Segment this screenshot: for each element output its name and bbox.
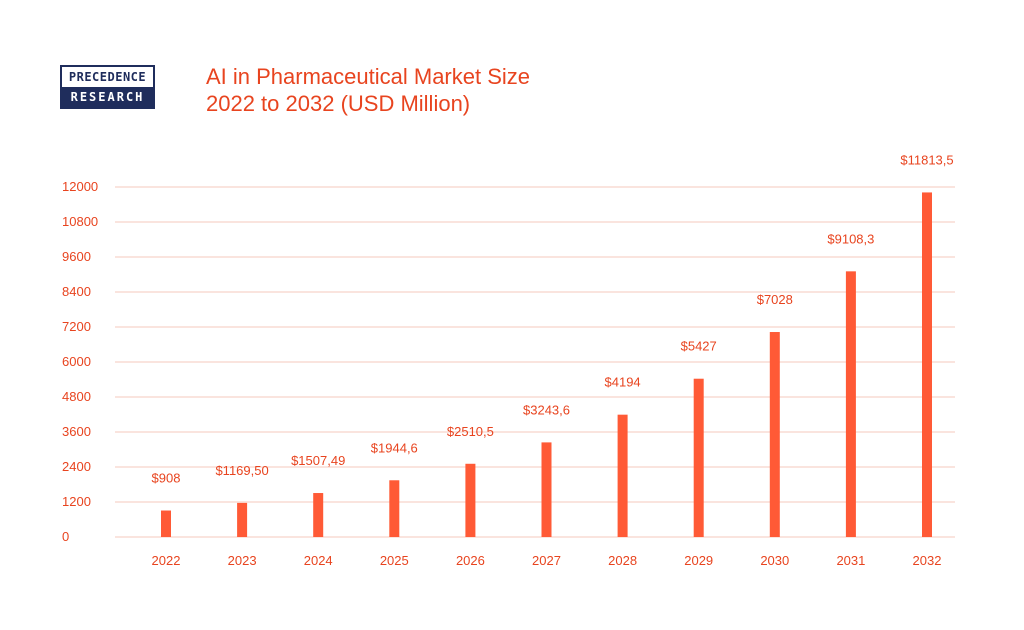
value-label: $7028 [757,292,793,307]
x-tick-label: 2025 [380,553,409,568]
value-label: $1169,50 [215,463,268,478]
x-tick-label: 2030 [760,553,789,568]
chart-title-line-1: AI in Pharmaceutical Market Size [206,64,531,89]
chart-title-line-2: 2022 to 2032 (USD Million) [206,91,471,116]
y-tick-label: 0 [62,529,69,544]
bar [617,414,628,537]
value-labels: $908 $1169,50 $1507,49 $1944,6 $2510,5 $3243,… [152,152,954,485]
x-tick-label: 2029 [684,553,713,568]
y-tick-label: 2400 [62,459,91,474]
value-label: $1944,6 [371,440,418,455]
y-tick-label: 3600 [62,424,91,439]
precedence-research-logo: PRECEDENCE RESEARCH [60,65,155,109]
value-label: $9108,3 [827,231,874,246]
y-tick-label: 10800 [62,214,98,229]
value-label: $908 [152,471,181,486]
bar [922,192,932,538]
value-label: $1507,49 [291,453,345,468]
value-label: $2510,5 [447,424,494,439]
bar [237,502,248,537]
logo-line-1: PRECEDENCE [62,67,153,87]
bar [161,510,171,537]
x-tick-label: 2026 [456,553,485,568]
x-tick-label: 2032 [913,553,942,568]
y-axis-ticks: 0 1200 2400 3600 4800 6000 7200 8400 9600 10800 12… [62,179,98,544]
y-tick-label: 9600 [62,249,91,264]
y-tick-label: 8400 [62,284,91,299]
x-tick-label: 2027 [532,553,561,568]
value-label: $4194 [605,375,641,390]
bar [845,271,856,537]
gridlines [115,186,955,538]
y-tick-label: 4800 [62,389,91,404]
bar [541,442,552,537]
y-tick-label: 7200 [62,319,91,334]
y-tick-label: 12000 [62,179,98,194]
value-label: $11813,5 [900,152,953,167]
logo-line-2: RESEARCH [62,87,153,107]
chart-title: AI in Pharmaceutical Market Size 2022 to… [206,63,530,117]
y-tick-label: 6000 [62,354,91,369]
bar [769,332,780,537]
x-tick-label: 2024 [304,553,333,568]
x-tick-label: 2022 [152,553,181,568]
bar [313,493,324,537]
y-tick-label: 1200 [62,494,91,509]
x-tick-label: 2023 [228,553,257,568]
bar [693,378,704,537]
x-tick-label: 2028 [608,553,637,568]
value-label: $5427 [681,339,717,354]
x-axis-ticks: 2022 2023 2024 2025 2026 2027 2028 2029 2030 2031… [152,553,942,568]
value-label: $3243,6 [523,402,570,417]
bar [389,480,400,537]
bars [161,192,932,538]
x-tick-label: 2031 [836,553,865,568]
bar [465,463,476,537]
